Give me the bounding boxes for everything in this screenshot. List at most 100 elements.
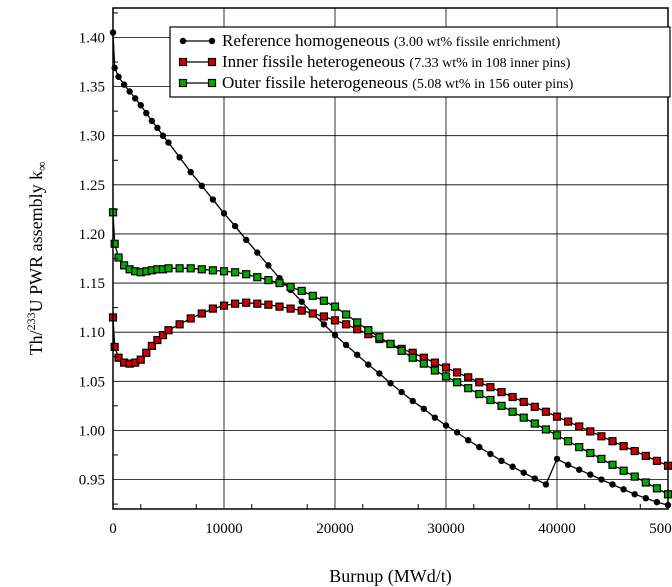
data-point xyxy=(354,351,361,358)
data-point xyxy=(608,460,617,469)
data-point xyxy=(598,476,605,483)
data-point xyxy=(530,419,539,428)
data-point xyxy=(475,389,484,399)
data-point xyxy=(186,314,195,323)
data-point xyxy=(464,373,473,382)
data-point xyxy=(286,304,295,313)
data-point xyxy=(142,348,151,357)
data-point xyxy=(178,57,188,67)
legend-label-name: Outer fissile heterogeneous xyxy=(222,73,412,92)
data-point xyxy=(164,326,173,335)
data-point xyxy=(178,78,188,88)
data-point xyxy=(575,422,584,431)
y-tick-label: 1.30 xyxy=(79,129,105,145)
y-axis-title-sup: 233 xyxy=(24,312,38,330)
data-point xyxy=(297,286,306,296)
data-point xyxy=(219,301,229,310)
data-point xyxy=(319,296,328,305)
data-point xyxy=(208,37,216,45)
data-point xyxy=(330,316,340,325)
data-point xyxy=(231,299,240,308)
data-point xyxy=(308,309,317,318)
data-point xyxy=(209,196,217,203)
legend-label-name: Inner fissile heterogeneous xyxy=(222,52,409,71)
legend: Reference homogeneous (3.00 wt% fissile … xyxy=(169,26,671,98)
data-point xyxy=(158,331,168,340)
y-tick-label: 1.00 xyxy=(79,423,105,439)
legend-entry-3: Outer fissile heterogeneous (5.08 wt% in… xyxy=(178,73,574,92)
data-point xyxy=(275,278,284,288)
data-point xyxy=(286,282,295,292)
data-point xyxy=(115,73,122,80)
data-point xyxy=(114,353,123,362)
data-point xyxy=(465,437,472,444)
data-point xyxy=(397,346,406,355)
data-point xyxy=(120,81,128,88)
data-point xyxy=(486,383,495,392)
data-point xyxy=(330,302,340,311)
data-point xyxy=(576,466,583,473)
data-point xyxy=(631,491,638,498)
data-point xyxy=(552,431,562,440)
series-line xyxy=(112,212,669,495)
data-point xyxy=(176,154,183,161)
data-point xyxy=(342,310,351,319)
data-point xyxy=(563,437,573,446)
data-point xyxy=(508,392,517,402)
data-point xyxy=(136,355,145,364)
data-point xyxy=(297,306,306,315)
data-point xyxy=(132,95,139,102)
data-point xyxy=(553,455,561,463)
data-point xyxy=(453,429,461,436)
data-point xyxy=(187,168,194,176)
x-tick-label: 50000 xyxy=(649,521,672,537)
data-point xyxy=(264,300,273,309)
data-point xyxy=(409,397,416,405)
series-1 xyxy=(109,29,672,509)
data-point xyxy=(497,388,506,397)
data-point xyxy=(431,414,439,421)
legend-label: Outer fissile heterogeneous (5.08 wt% in… xyxy=(222,73,574,92)
data-point xyxy=(619,442,628,451)
x-tick-label: 40000 xyxy=(538,521,576,537)
data-point xyxy=(541,407,551,416)
data-point xyxy=(197,265,206,274)
data-point xyxy=(520,469,527,476)
legend-label-detail: (3.00 wt% fissile enrichment) xyxy=(394,35,561,50)
data-point xyxy=(587,471,594,478)
y-tick-label: 1.20 xyxy=(79,227,105,243)
data-point xyxy=(498,457,505,465)
series-3 xyxy=(108,208,672,499)
data-point xyxy=(609,481,616,488)
data-point xyxy=(148,117,156,125)
data-point xyxy=(486,395,495,405)
y-tick-label: 1.35 xyxy=(79,80,105,96)
data-point xyxy=(386,339,395,349)
data-point xyxy=(254,249,261,256)
data-point xyxy=(126,88,133,95)
data-point xyxy=(242,270,251,279)
series-layer xyxy=(108,29,672,509)
data-point xyxy=(620,486,627,493)
y-tick-label: 0.95 xyxy=(79,473,105,489)
data-point xyxy=(608,437,617,446)
data-point xyxy=(264,276,273,285)
data-point xyxy=(231,222,239,230)
data-point xyxy=(641,478,650,487)
y-axis-title-prefix: Th/ xyxy=(26,330,46,355)
data-point xyxy=(419,359,428,368)
data-point xyxy=(476,443,483,451)
data-point xyxy=(143,109,150,117)
y-tick-label: 1.10 xyxy=(79,325,105,341)
legend-entry-1: Reference homogeneous (3.00 wt% fissile … xyxy=(179,31,561,50)
data-point xyxy=(530,402,539,411)
y-axis-title-mid: U PWR assembly k xyxy=(26,171,46,313)
data-point xyxy=(586,448,595,458)
data-point xyxy=(630,446,639,456)
data-point xyxy=(575,443,584,452)
data-point xyxy=(320,321,328,328)
data-point xyxy=(630,472,639,481)
data-point xyxy=(208,266,217,275)
data-point xyxy=(519,397,528,407)
data-point xyxy=(541,425,551,434)
